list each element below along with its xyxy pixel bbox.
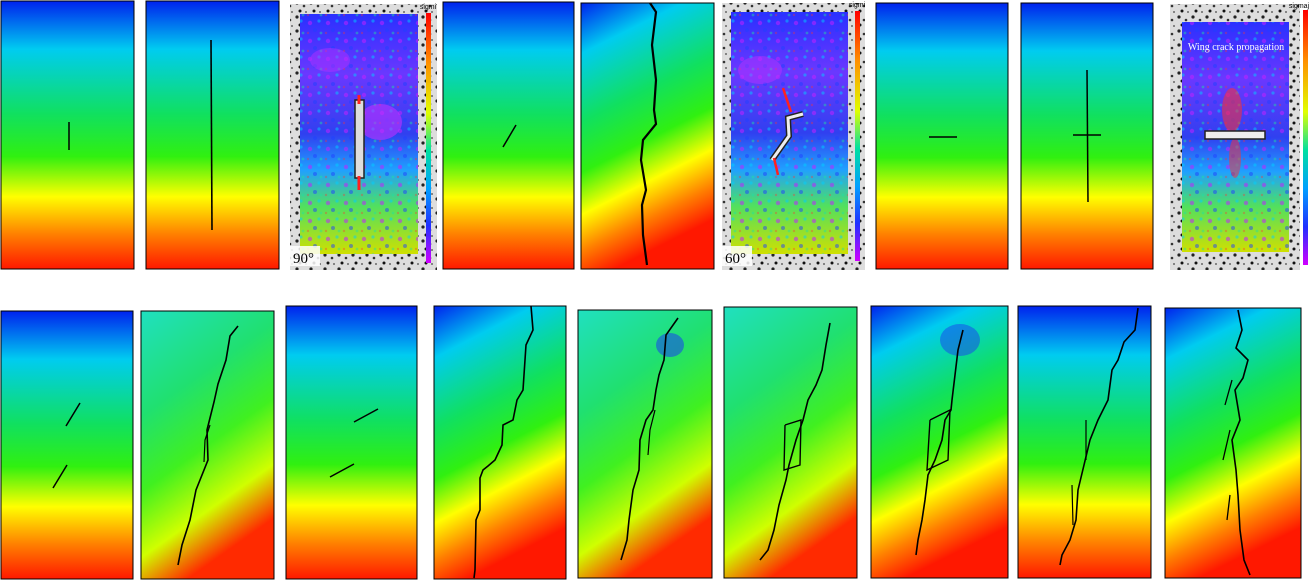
crack-line [783,419,802,471]
colorbar-label: sigmaj [1289,3,1310,10]
panel-bottom-8 [1017,305,1152,579]
crack-line [620,317,679,561]
crack-line [1231,309,1251,576]
panel-bottom-4 [433,305,567,580]
crack-line [329,463,355,478]
crack-line [353,408,379,423]
crack-line [1224,379,1233,406]
crack-line [203,424,211,463]
panel-bottom-5 [577,309,713,579]
panel-top-5 [580,2,715,270]
colorbar-label: sigmi [420,4,437,11]
crack-line [210,39,213,231]
angle-label: 60° [725,251,746,267]
crack-line [1086,69,1089,203]
crack-line [177,325,239,566]
crack-line [1071,484,1074,526]
colorbar-label: sigmi [849,2,866,9]
panel-top-4 [442,1,575,270]
panel-top-3-dic: sigmi 90° [290,4,437,270]
angle-label: 90° [293,251,314,267]
panel-bottom-7 [870,305,1009,579]
crack-line [65,402,81,427]
crack-line [1059,307,1139,566]
panel-top-2 [145,0,280,270]
panel-top-1 [0,0,135,270]
panel-bottom-3 [285,305,418,580]
panel-bottom-2 [140,310,275,580]
crack-line [502,124,517,148]
crack-line [915,329,964,556]
panel-bottom-1 [0,310,134,580]
crack-line [1222,429,1231,461]
crack-line [759,322,831,561]
wing-crack-label: Wing crack propagation [1188,42,1284,53]
panel-top-7 [875,2,1009,270]
panel-top-6-dic: sigmi 60° [722,2,866,270]
panel-top-9-dic: sigmaj Wing crack propagation [1170,3,1310,270]
crack-line [473,305,534,579]
crack-line [639,2,658,266]
panel-bottom-6 [723,306,858,579]
crack-line [647,409,656,456]
panel-bottom-9 [1164,307,1302,579]
crack-line [926,408,951,472]
crack-line [52,464,68,489]
crack-line [1226,494,1231,521]
panel-top-8 [1020,2,1154,270]
